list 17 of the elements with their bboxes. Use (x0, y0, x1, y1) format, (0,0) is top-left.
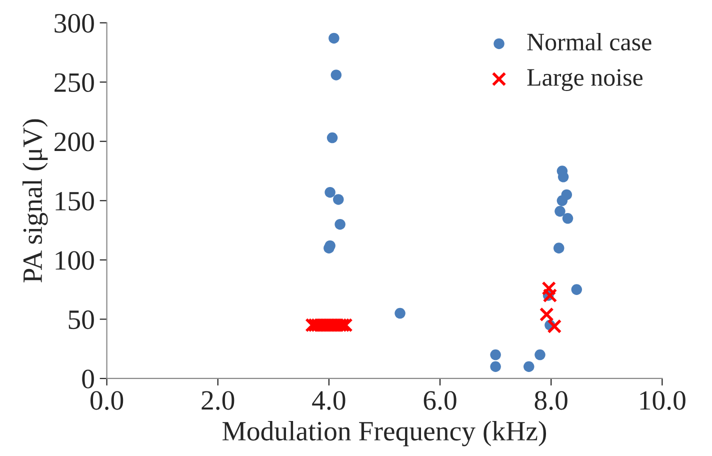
y-tick-label: 150 (56, 192, 94, 211)
y-tick-label: 50 (68, 310, 94, 330)
x-tick-label: 2.0 (202, 391, 234, 410)
legend-label: Large noise (527, 69, 643, 92)
y-tick-label: 250 (54, 73, 94, 92)
y-axis-title: PA signal (μV) (22, 119, 48, 282)
x-tick-label: 0.0 (90, 391, 124, 410)
y-tick-label: 0 (82, 370, 94, 388)
y-tick-label: 200 (54, 132, 94, 152)
x-tick-label: 8.0 (534, 391, 568, 410)
legend-label: Normal case (527, 32, 652, 51)
x-axis-title: Modulation Frequency (kHz) (222, 421, 546, 446)
y-tick-label: 100 (56, 251, 94, 270)
y-tick-label: 300 (54, 14, 94, 33)
x-tick-label: 6.0 (424, 391, 456, 410)
x-tick-label: 4.0 (312, 391, 346, 410)
x-tick-label: 10.0 (640, 391, 686, 410)
